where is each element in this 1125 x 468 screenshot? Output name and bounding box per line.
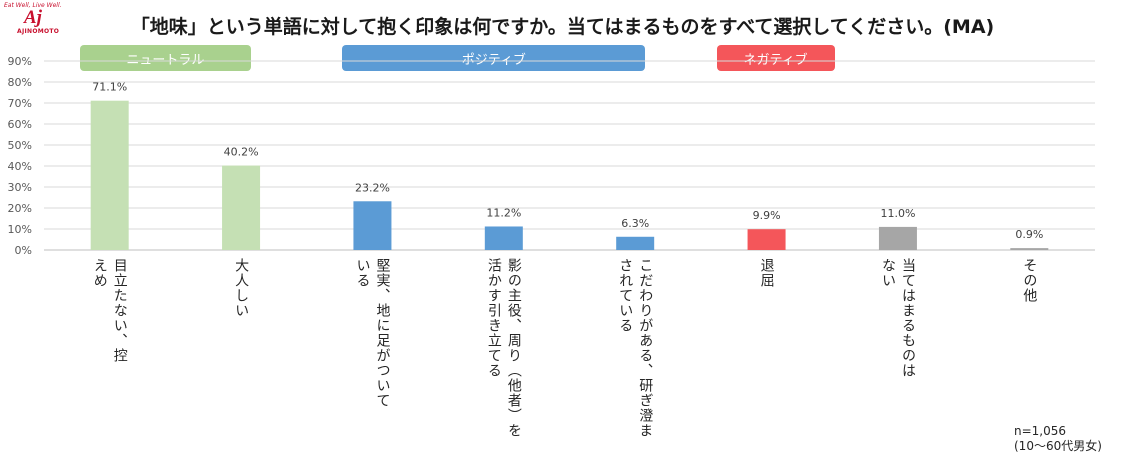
bar <box>90 100 129 250</box>
data-label: 0.9% <box>1015 228 1043 241</box>
sample-size: n=1,056 <box>1014 424 1067 438</box>
y-tick-label: 90% <box>8 55 32 68</box>
category-label: その他 <box>1021 258 1038 303</box>
y-tick-label: 80% <box>8 76 32 89</box>
ajinomoto-logo: Eat Well, Live Well. Aj AJINOMOTO <box>4 2 66 38</box>
category-label: 当てはまるものはない <box>879 258 916 378</box>
y-tick-label: 30% <box>8 181 32 194</box>
category-label: 堅実、地に足がついている <box>354 258 391 408</box>
sample-note: n=1,056 (10～60代男女) <box>1014 424 1102 454</box>
y-tick-label: 50% <box>8 139 32 152</box>
group-label-neutral: ニュートラル <box>79 45 252 71</box>
bar <box>747 229 786 250</box>
logo-tagline: Eat Well, Live Well. <box>4 2 62 9</box>
y-tick-label: 20% <box>8 202 32 215</box>
category-label: 目立たない、控えめ <box>91 258 128 363</box>
chart-title: 「地味」という単語に対して抱く印象は何ですか。当てはまるものをすべて選択してくだ… <box>130 16 995 38</box>
bar <box>878 226 917 250</box>
data-label: 11.2% <box>486 206 521 219</box>
data-label: 6.3% <box>621 217 649 230</box>
category-label: 退屈 <box>758 258 775 288</box>
logo-mark: Aj <box>24 7 42 28</box>
category-label: 大人しい <box>233 258 250 318</box>
data-label: 71.1% <box>92 81 127 94</box>
bar <box>484 226 523 250</box>
bar <box>222 165 261 250</box>
data-label: 23.2% <box>355 181 390 194</box>
y-tick-label: 40% <box>8 160 32 173</box>
bar <box>1010 248 1049 250</box>
category-label: こだわりがある、研ぎ澄まされている <box>617 258 654 438</box>
y-tick-label: 10% <box>8 223 32 236</box>
data-label: 11.0% <box>880 207 915 220</box>
data-label: 9.9% <box>753 209 781 222</box>
group-label-positive: ポジティブ <box>342 45 646 71</box>
y-tick-label: 60% <box>8 118 32 131</box>
data-label: 40.2% <box>224 146 259 159</box>
sample-description: (10～60代男女) <box>1014 439 1102 453</box>
y-tick-label: 0% <box>15 244 32 257</box>
y-tick-label: 70% <box>8 97 32 110</box>
bar <box>616 236 655 250</box>
logo-brand: AJINOMOTO <box>17 28 60 35</box>
category-label: 影の主役、周り（他者）を活かす引き立てる <box>485 258 522 438</box>
group-label-negative: ネガティブ <box>716 45 835 71</box>
bar <box>353 201 392 250</box>
